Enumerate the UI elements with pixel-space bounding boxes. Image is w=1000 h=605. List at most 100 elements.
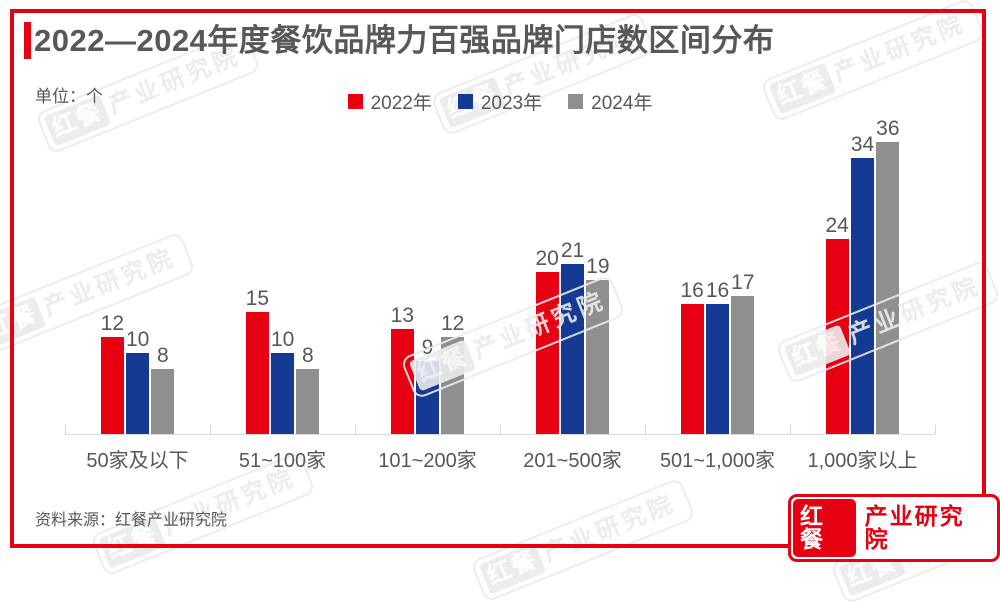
bar-value-label: 13 <box>390 304 414 327</box>
legend-label: 2022年 <box>370 93 432 114</box>
bar <box>296 369 320 434</box>
watermark-badge: 红餐 <box>0 296 47 349</box>
bar-group: 16 16 17 <box>645 134 790 434</box>
bar-chart: 12 10 8 15 10 8 13 9 12 20 21 19 16 16 17 24 34 36 <box>65 118 935 434</box>
axis-tick <box>790 425 791 434</box>
bar-value-label: 15 <box>245 287 269 310</box>
bar-with-label: 10 <box>271 329 294 434</box>
axis-tick <box>65 425 66 434</box>
category-label: 201~500家 <box>523 450 622 472</box>
bar-value-label: 21 <box>560 239 585 262</box>
bar-with-label: 15 <box>246 288 269 434</box>
bar-value-label: 24 <box>825 214 849 237</box>
category-label: 101~200家 <box>378 450 477 472</box>
bar <box>535 272 559 434</box>
header: 2022—2024年度餐饮品牌力百强品牌门店数区间分布 <box>24 22 774 59</box>
legend-swatch-icon <box>457 94 473 109</box>
watermark-frame: 红餐产业研究院 <box>469 477 697 603</box>
bar-with-label: 19 <box>586 255 610 434</box>
watermark-text: 产业研究院 <box>829 9 970 88</box>
bar-group: 15 10 8 <box>210 134 355 434</box>
brand-watermark: 红餐产业研究院 <box>469 477 697 603</box>
bar <box>151 369 175 434</box>
brand-logo: 红餐 产业研究院 <box>788 494 1000 562</box>
axis-tick <box>355 425 356 434</box>
bar-with-label: 12 <box>441 313 464 434</box>
legend-swatch-icon <box>568 94 584 109</box>
bar-value-label: 9 <box>421 336 434 359</box>
chart-legend: 2022年 2023年 2024年 <box>65 88 935 115</box>
bar-with-label: 36 <box>876 117 900 434</box>
category-label: 1,000家以上 <box>807 450 918 472</box>
bar-value-label: 16 <box>680 279 704 302</box>
legend-item: 2022年 <box>347 88 432 115</box>
bar <box>390 329 414 434</box>
bar-with-label: 12 <box>101 313 124 434</box>
bar-group: 13 9 12 <box>355 134 500 434</box>
bar-value-label: 17 <box>731 271 755 294</box>
bar-group: 12 10 8 <box>65 134 210 434</box>
legend-item: 2023年 <box>457 88 543 115</box>
axis-tick <box>210 425 211 434</box>
bar-with-label: 16 <box>680 279 704 434</box>
bar-value-label: 36 <box>876 117 900 140</box>
bar <box>680 304 704 434</box>
axis-tick <box>645 425 646 434</box>
bar-with-label: 16 <box>706 280 729 434</box>
bar-with-label: 20 <box>535 247 559 434</box>
bar-with-label: 10 <box>126 329 149 434</box>
bar-with-label: 21 <box>561 240 584 434</box>
bar-value-label: 8 <box>157 344 169 367</box>
bar <box>876 142 900 434</box>
logo-badge: 红餐 <box>793 499 856 557</box>
watermark-text: 产业研究院 <box>539 489 680 568</box>
bar-with-label: 8 <box>296 344 320 434</box>
logo-text: 产业研究院 <box>864 503 965 552</box>
page-title: 2022—2024年度餐饮品牌力百强品牌门店数区间分布 <box>34 22 775 58</box>
category-label: 50家及以下 <box>86 450 189 472</box>
legend-label: 2023年 <box>480 93 543 114</box>
bar-with-label: 8 <box>151 344 175 434</box>
bar-value-label: 34 <box>850 133 875 156</box>
x-axis-line <box>65 425 936 435</box>
title-accent-bar <box>24 22 31 59</box>
bar <box>586 280 610 434</box>
bar <box>705 304 729 434</box>
bar-with-label: 13 <box>391 305 414 434</box>
bar <box>731 296 755 434</box>
bar-value-label: 19 <box>586 255 610 278</box>
bar <box>441 337 465 434</box>
bar-with-label: 24 <box>825 214 849 434</box>
bar <box>245 312 269 434</box>
bar-value-label: 10 <box>126 328 150 351</box>
bar-with-label: 9 <box>416 337 439 434</box>
bar-value-label: 12 <box>100 312 124 335</box>
category-label: 51~100家 <box>238 450 327 472</box>
bar-value-label: 16 <box>705 279 730 302</box>
bar-group: 20 21 19 <box>500 134 645 434</box>
legend-item: 2024年 <box>568 88 652 115</box>
watermark-badge: 红餐 <box>478 542 547 595</box>
bar <box>416 361 439 434</box>
bar <box>100 337 124 434</box>
bar-group: 24 34 36 <box>790 118 935 434</box>
legend-swatch-icon <box>347 94 363 109</box>
source-note: 资料来源：红餐产业研究院 <box>35 512 228 529</box>
x-axis-labels: 50家及以下 51~100家 101~200家 201~500家 501~1,000家 1… <box>65 444 935 473</box>
bar <box>850 158 874 434</box>
category-label: 501~1,000家 <box>659 450 776 472</box>
bar <box>126 353 150 434</box>
bar <box>271 353 295 434</box>
bar-value-label: 10 <box>271 328 295 351</box>
bar-with-label: 17 <box>731 271 755 434</box>
bar-value-label: 20 <box>535 247 559 270</box>
bar-with-label: 34 <box>851 134 874 434</box>
legend-label: 2024年 <box>591 93 653 114</box>
bar-value-label: 12 <box>441 312 465 335</box>
bar <box>825 239 849 434</box>
bar <box>560 264 584 434</box>
axis-tick <box>935 425 936 434</box>
axis-tick <box>500 425 501 434</box>
bar-value-label: 8 <box>302 344 314 367</box>
